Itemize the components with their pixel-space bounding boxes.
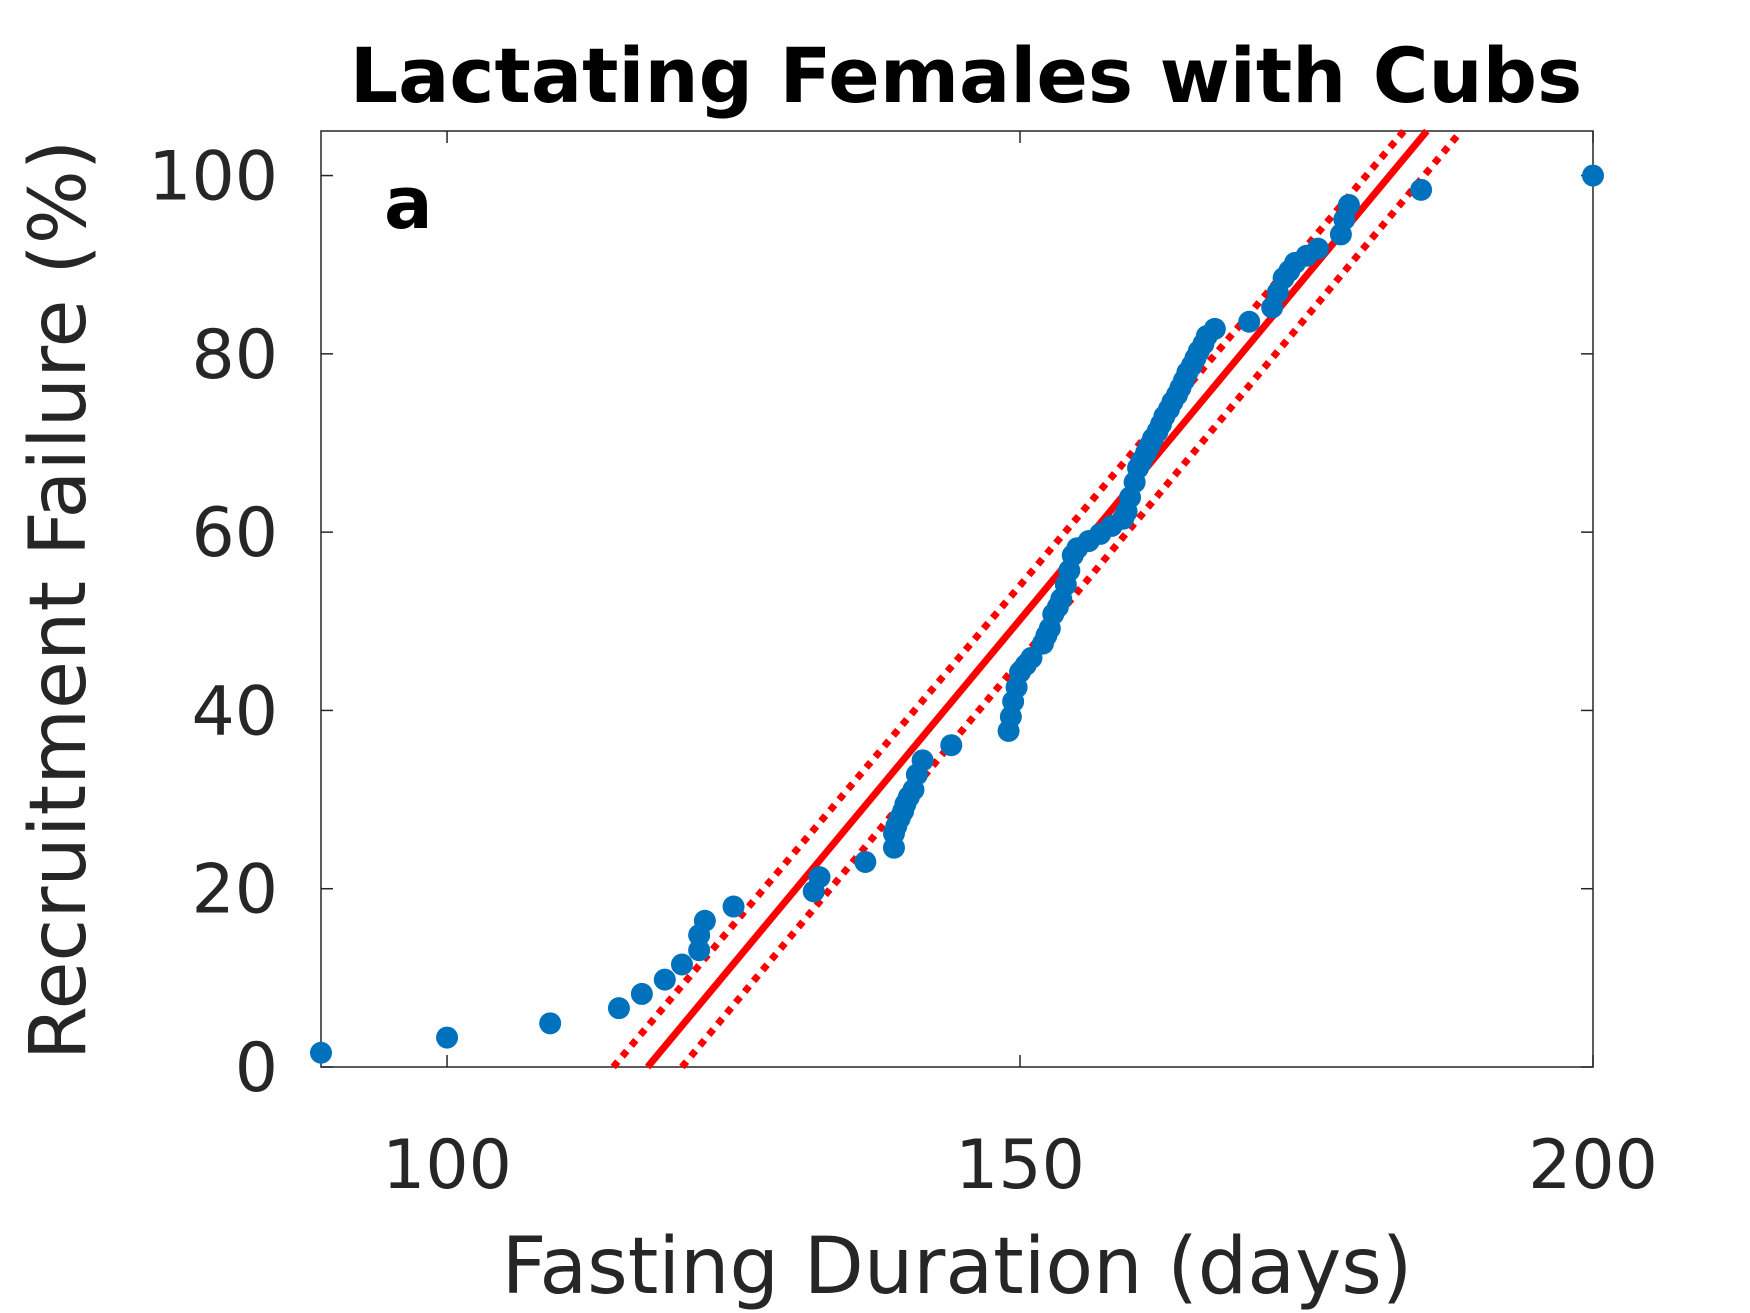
data-point [436, 1026, 459, 1049]
data-point [911, 749, 934, 772]
x-tick-label: 100 [382, 1126, 512, 1205]
data-point [940, 734, 963, 757]
y-axis-label: Recruitment Failure (%) [14, 140, 104, 1061]
data-point [630, 982, 653, 1005]
data-point [722, 895, 745, 918]
y-tick-label: 60 [191, 494, 278, 573]
x-tick-label: 200 [1528, 1126, 1658, 1205]
data-point [1410, 178, 1433, 201]
regression-line [644, 128, 1430, 1070]
y-tick-label: 80 [191, 316, 278, 395]
data-point [1306, 237, 1329, 260]
data-point [1337, 193, 1360, 216]
data-point [688, 939, 711, 962]
data-point [310, 1041, 332, 1064]
data-points [310, 164, 1604, 1064]
y-tick-label: 100 [148, 138, 278, 217]
y-tick-label: 20 [191, 851, 278, 930]
chart-title: Lactating Females with Cubs [350, 31, 1583, 120]
data-point [854, 850, 877, 873]
data-point [607, 997, 630, 1020]
axis-ticks: 100 150 200 0 20 40 60 80 100 [148, 131, 1658, 1205]
data-point [808, 866, 831, 889]
data-point [1582, 164, 1604, 187]
data-point [693, 909, 716, 932]
data-point [653, 968, 676, 991]
data-point [1238, 310, 1261, 333]
x-axis-label: Fasting Duration (days) [502, 1222, 1413, 1312]
x-tick-label: 150 [955, 1126, 1085, 1205]
y-tick-label: 40 [191, 672, 278, 751]
y-tick-label: 0 [235, 1029, 278, 1108]
fit-lines [610, 128, 1464, 1070]
data-point [1203, 317, 1226, 340]
data-point [670, 953, 693, 976]
panel-label: a [384, 161, 433, 245]
plot-area [320, 130, 1594, 1068]
data-point [539, 1012, 562, 1035]
